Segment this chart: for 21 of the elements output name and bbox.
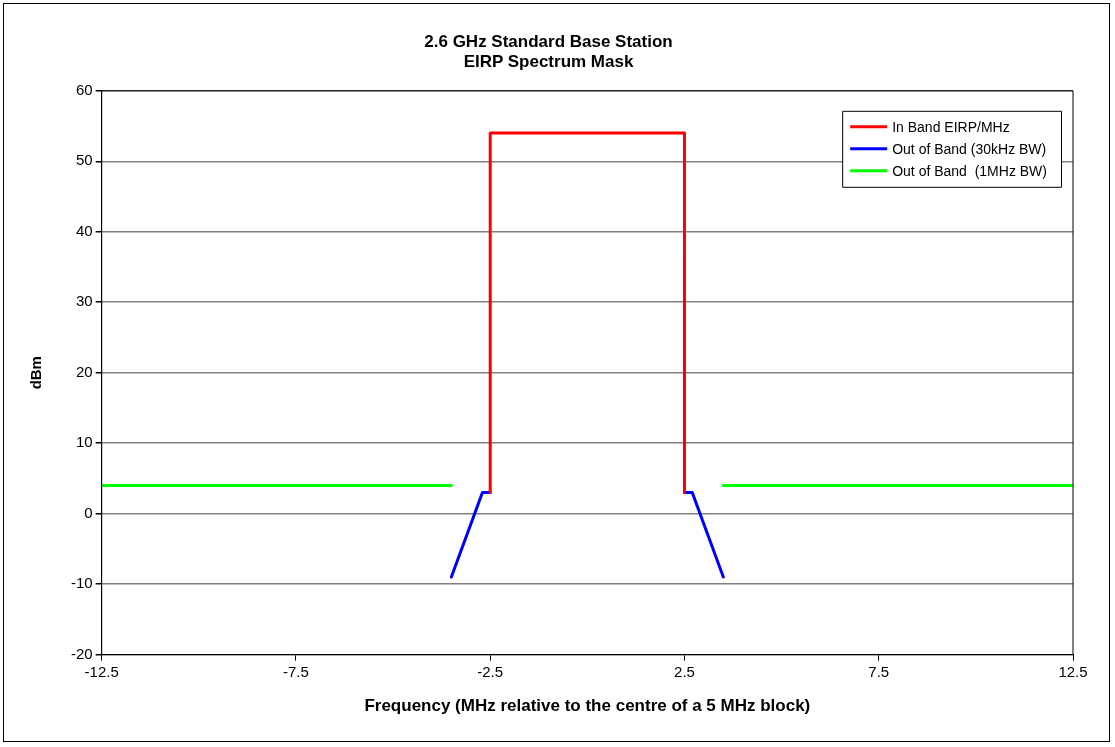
y-tick-label: 20 — [75, 362, 93, 380]
x-tick-label: 7.5 — [868, 662, 890, 680]
y-tick-label: 60 — [75, 80, 93, 98]
chart-title: 2.6 GHz Standard Base Station EIRP Spectrum Mask — [424, 31, 673, 72]
x-tick-label: 2.5 — [674, 662, 695, 680]
y-tick-label: 30 — [75, 292, 93, 310]
y-tick-label: -20 — [70, 644, 93, 662]
y-axis-title: dBm — [27, 356, 45, 390]
x-tick-label: -7.5 — [283, 662, 309, 680]
legend-label: Out of Band (1MHz BW) — [892, 162, 1048, 179]
x-tick-label: -12.5 — [84, 662, 119, 680]
x-tick-label: 12.5 — [1058, 662, 1088, 680]
x-axis-title: Frequency (MHz relative to the centre of a 5 MHz block) — [364, 696, 811, 716]
legend-label: In Band EIRP/MHz — [892, 118, 1010, 135]
x-tick-label: -2.5 — [477, 662, 504, 680]
y-tick-label: 50 — [75, 151, 93, 169]
y-tick-label: 40 — [75, 221, 93, 239]
y-tick-label: 10 — [75, 433, 93, 451]
legend-label: Out of Band (30kHz BW) — [892, 140, 1047, 157]
y-tick-label: -10 — [70, 574, 93, 592]
y-tick-label: 0 — [84, 503, 93, 521]
